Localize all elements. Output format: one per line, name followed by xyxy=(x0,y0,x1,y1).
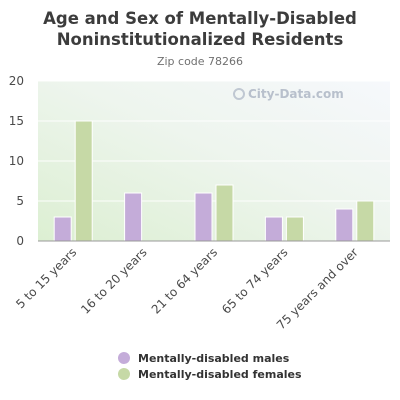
bar-males xyxy=(264,216,283,242)
legend-swatch-females xyxy=(118,368,130,380)
bar-males xyxy=(194,192,213,242)
legend: Mentally-disabled males Mentally-disable… xyxy=(118,350,302,382)
y-tick-label: 20 xyxy=(9,74,24,88)
legend-label-females: Mentally-disabled females xyxy=(138,367,302,381)
y-tick-label: 10 xyxy=(9,154,24,168)
bar-females xyxy=(356,200,375,242)
y-tick-label: 5 xyxy=(16,194,24,208)
watermark: City-Data.com xyxy=(233,87,344,101)
y-tick-label: 0 xyxy=(16,234,24,248)
legend-item-males: Mentally-disabled males xyxy=(118,350,302,366)
bar-females xyxy=(285,216,304,242)
legend-swatch-males xyxy=(118,352,130,364)
gridlines xyxy=(38,80,390,202)
bar-females xyxy=(215,184,234,242)
y-axis: 0 5 10 15 20 xyxy=(9,74,24,248)
watermark-icon xyxy=(233,88,245,100)
bar-males xyxy=(335,208,354,242)
bar-males xyxy=(53,216,72,242)
chart-title: Age and Sex of Mentally-Disabled Noninst… xyxy=(43,9,357,49)
x-tick-label: 16 to 20 years xyxy=(78,245,149,316)
x-tick-label: 21 to 64 years xyxy=(149,245,220,316)
legend-item-females: Mentally-disabled females xyxy=(118,366,302,382)
chart-subtitle: Zip code 78266 xyxy=(156,55,244,68)
bar-females xyxy=(74,120,93,242)
bar-males xyxy=(124,192,143,242)
legend-label-males: Mentally-disabled males xyxy=(138,351,290,365)
svg-text:City-Data.com: City-Data.com xyxy=(248,87,344,101)
y-tick-label: 15 xyxy=(9,114,24,128)
bars xyxy=(53,120,375,242)
x-tick-label: 5 to 15 years xyxy=(13,245,79,311)
x-tick-label: 65 to 74 years xyxy=(219,245,290,316)
